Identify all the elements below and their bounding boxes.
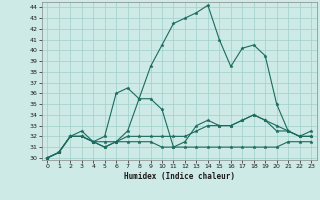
X-axis label: Humidex (Indice chaleur): Humidex (Indice chaleur) (124, 172, 235, 181)
